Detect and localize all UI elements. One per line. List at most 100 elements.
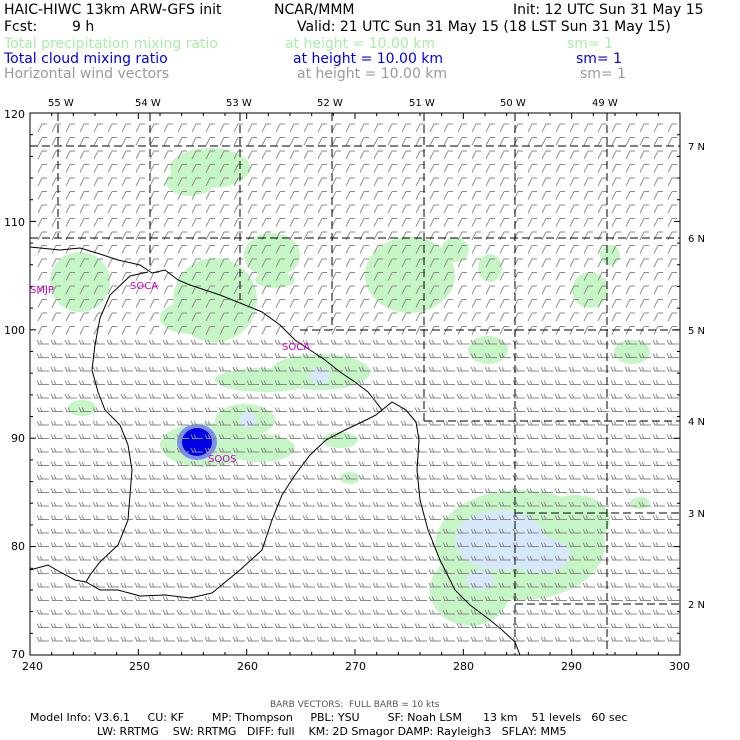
wind-barb [162, 515, 175, 520]
wind-barb [232, 380, 245, 385]
wind-barb [92, 407, 105, 412]
lat-label-6n: 6 N [688, 234, 705, 245]
wind-barb [78, 393, 91, 399]
wind-barb [414, 636, 427, 642]
wind-barb [400, 488, 413, 493]
wind-barb [652, 582, 665, 588]
wind-barb [526, 542, 539, 547]
wind-barb [568, 501, 581, 507]
wind-barb [246, 366, 259, 372]
wind-barb [78, 542, 91, 547]
wind-barb [414, 582, 427, 588]
wind-barb [247, 272, 257, 281]
wind-barb [330, 353, 343, 358]
wind-barb [624, 420, 637, 426]
wind-barb [135, 177, 145, 187]
wind-barb [51, 258, 61, 268]
wind-barb [36, 582, 49, 588]
wind-barb [555, 137, 565, 146]
wind-barb [177, 164, 187, 173]
wind-barb [358, 407, 371, 412]
wind-barb [442, 488, 455, 493]
wind-barb [218, 569, 231, 574]
wind-barb [204, 474, 217, 480]
wind-barb [345, 150, 355, 160]
wind-barb [667, 150, 677, 160]
wind-barb [177, 218, 187, 227]
wind-barb [597, 191, 607, 200]
wind-barb [121, 326, 131, 335]
wind-barb [652, 636, 665, 642]
wind-barb [387, 272, 397, 281]
wind-barb [330, 339, 343, 345]
wind-barb [36, 380, 49, 385]
wind-barb [484, 393, 497, 399]
wind-barb [386, 636, 399, 642]
wind-barb [204, 515, 217, 520]
wind-barb [470, 434, 483, 439]
wind-barb [135, 231, 145, 241]
wind-barb [569, 123, 579, 133]
wind-barb [373, 123, 383, 133]
wind-barb [400, 569, 413, 574]
wind-barb [163, 164, 173, 173]
wind-barb [107, 191, 117, 200]
wind-barb [639, 123, 649, 133]
wind-barb [148, 636, 161, 642]
wind-barb [554, 366, 567, 372]
wind-barb [498, 380, 511, 385]
wind-barb [638, 420, 651, 426]
wind-barb [218, 461, 231, 466]
wind-barb [624, 461, 637, 466]
wind-barb [597, 218, 607, 227]
wind-barb [316, 461, 329, 466]
wind-barb [288, 623, 301, 628]
wind-barb [667, 258, 677, 268]
wind-barb [639, 177, 649, 187]
wind-barb [205, 245, 215, 254]
wind-barb [442, 542, 455, 547]
wind-barb [457, 231, 467, 241]
wind-barb [176, 434, 189, 439]
wind-barb [79, 326, 89, 335]
wind-barb [625, 164, 635, 173]
wind-barb [667, 272, 677, 281]
wind-barb [50, 380, 63, 385]
wind-barb [148, 609, 161, 615]
wind-barb [134, 447, 147, 453]
wind-barb [260, 461, 273, 466]
wind-barb [457, 218, 467, 227]
wind-barb [400, 474, 413, 480]
wind-barb [331, 312, 341, 322]
wind-barb [191, 191, 201, 200]
wind-barb [554, 339, 567, 345]
wind-barb [667, 299, 677, 308]
wind-barb [163, 177, 173, 187]
wind-barb [499, 272, 509, 281]
wind-barb [554, 393, 567, 399]
wind-barb [65, 299, 75, 308]
wind-barb [666, 339, 679, 345]
legend-precip-label: Total precipitation mixing ratio [4, 36, 218, 52]
wind-barb [205, 177, 215, 187]
wind-barb [499, 231, 509, 241]
wind-barb [400, 501, 413, 507]
wind-barb [246, 407, 259, 412]
wind-barb [526, 636, 539, 642]
wind-barb [288, 555, 301, 561]
wind-barb [204, 528, 217, 534]
wind-barb [64, 501, 77, 507]
wind-barb [428, 555, 441, 561]
wind-barb [78, 420, 91, 426]
wind-barb [485, 312, 495, 322]
wind-barb [330, 461, 343, 466]
wind-barb [64, 582, 77, 588]
wind-barb [106, 501, 119, 507]
wind-barb [652, 474, 665, 480]
lat-label-3n: 3 N [688, 509, 705, 520]
wind-barb [218, 420, 231, 426]
wind-barb [582, 447, 595, 453]
wind-barb [638, 596, 651, 601]
wind-barb [106, 515, 119, 520]
wind-barb [555, 150, 565, 160]
